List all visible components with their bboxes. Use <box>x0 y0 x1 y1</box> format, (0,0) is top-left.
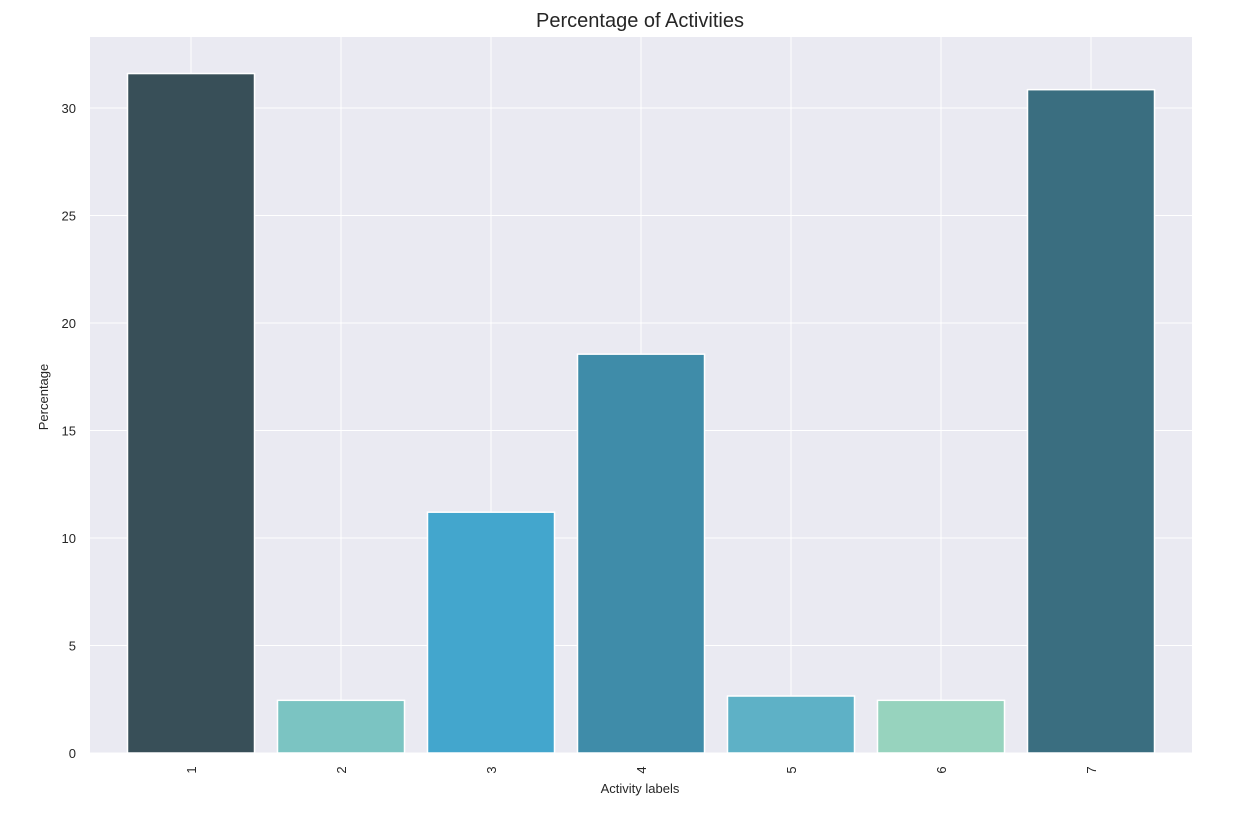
x-tick-label: 7 <box>1084 766 1099 773</box>
chart-title: Percentage of Activities <box>536 10 744 32</box>
x-axis-ticks: 1 2 3 4 5 6 7 <box>184 766 1099 773</box>
y-tick-label: 10 <box>62 531 76 546</box>
bar-7 <box>1026 88 1156 754</box>
x-tick-label: 3 <box>484 766 499 773</box>
y-tick-label: 25 <box>62 208 76 223</box>
y-axis-label: Percentage <box>36 364 51 431</box>
bar-1 <box>126 72 256 754</box>
bars <box>126 72 1156 754</box>
y-tick-label: 15 <box>62 423 76 438</box>
y-tick-label: 20 <box>62 316 76 331</box>
y-tick-label: 5 <box>69 638 76 653</box>
x-tick-label: 1 <box>184 766 199 773</box>
x-tick-label: 4 <box>634 766 649 773</box>
bar-4 <box>576 353 706 754</box>
y-axis-ticks: 0 5 10 15 20 25 30 <box>62 101 76 761</box>
x-tick-label: 6 <box>934 766 949 773</box>
x-tick-label: 5 <box>784 766 799 773</box>
y-tick-label: 30 <box>62 101 76 116</box>
bar-3 <box>426 511 556 754</box>
y-tick-label: 0 <box>69 746 76 761</box>
bar-6 <box>876 699 1006 754</box>
x-tick-label: 2 <box>334 766 349 773</box>
bar-2 <box>276 699 406 754</box>
bar-5 <box>726 695 856 754</box>
x-axis-label: Activity labels <box>601 781 680 796</box>
